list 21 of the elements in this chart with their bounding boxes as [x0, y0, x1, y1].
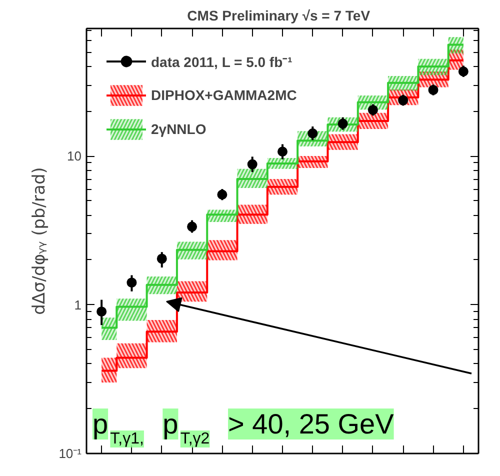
- point: [247, 159, 258, 170]
- point: [187, 222, 198, 232]
- point: [428, 84, 438, 95]
- point: [278, 146, 288, 157]
- y-tick-label: 1: [74, 297, 82, 312]
- point: [398, 95, 408, 106]
- point: [217, 190, 228, 200]
- y-axis-title: dΔσ/dφᵧᵧ (pb/rad): [30, 167, 50, 315]
- chart-title: CMS Preliminary √s = 7 TeV: [187, 8, 371, 24]
- legend-label: 2γNNLO: [151, 121, 206, 137]
- point: [368, 104, 378, 115]
- point: [458, 66, 468, 76]
- point: [96, 306, 107, 317]
- point: [156, 254, 167, 264]
- y-tick-label: 10⁻¹: [58, 446, 82, 461]
- legend-label: DIPHOX+GAMMA2MC: [151, 87, 297, 103]
- point: [308, 128, 318, 138]
- y-tick-label: 10: [67, 148, 82, 164]
- point: [338, 118, 348, 129]
- legend-label: data 2011, L = 5.0 fb⁻¹: [151, 52, 292, 70]
- point: [126, 278, 137, 288]
